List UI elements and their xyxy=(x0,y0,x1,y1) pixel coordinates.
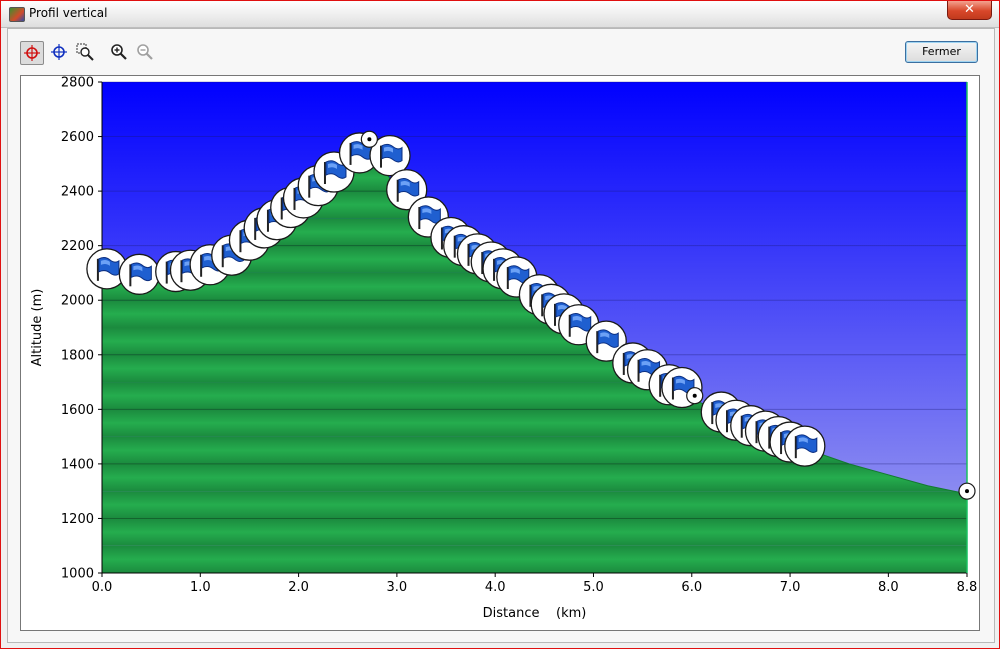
y-tick-label: 1000 xyxy=(61,567,94,582)
y-tick-label: 2600 xyxy=(61,130,94,145)
chart-panel: 1000 1200 1400 1600 1800 2000 2200 2400 2600 2800… xyxy=(20,75,980,631)
y-tick-label: 1800 xyxy=(61,348,94,363)
zoom-in-tool[interactable] xyxy=(108,41,130,63)
x-tick-label: 2.0 xyxy=(288,580,309,595)
y-tick-label: 2400 xyxy=(61,185,94,200)
y-tick-label: 1200 xyxy=(61,512,94,527)
terrain-band xyxy=(102,491,967,519)
window-title: Profil vertical xyxy=(29,6,108,20)
crosshair-blue-icon xyxy=(51,44,67,60)
x-tick-label: 8.0 xyxy=(878,580,899,595)
y-tick-label: 2800 xyxy=(61,76,94,91)
waypoint-flag-icon[interactable] xyxy=(118,253,161,295)
close-button[interactable]: Fermer xyxy=(905,41,978,63)
client-area: Fermer 1000 1200 1400 1600 1800 2000 2200 2400 2… xyxy=(7,28,995,643)
y-tick-label: 2200 xyxy=(61,239,94,254)
zoom-select-tool[interactable] xyxy=(74,41,96,63)
x-tick-label: 5.0 xyxy=(583,580,604,595)
waypoint-flag-icon[interactable] xyxy=(386,169,428,211)
x-tick-label: 0.0 xyxy=(92,580,113,595)
terrain-band xyxy=(102,518,967,546)
y-tick-label: 2000 xyxy=(61,294,94,309)
y-axis-label: Altitude (m) xyxy=(30,289,45,367)
profile-chart[interactable]: 1000 1200 1400 1600 1800 2000 2200 2400 2600 2800… xyxy=(21,76,979,630)
waypoint-flag-icon[interactable] xyxy=(369,135,411,177)
x-tick-label: 7.0 xyxy=(780,580,801,595)
terrain-band xyxy=(102,545,967,573)
waypoint-point-icon[interactable] xyxy=(360,130,378,148)
x-tick-label: 8.8 xyxy=(957,580,978,595)
terrain-band xyxy=(102,463,967,492)
title-bar[interactable]: Profil vertical ✕ xyxy=(1,1,999,28)
crosshair-red-tool[interactable] xyxy=(20,41,44,65)
window-close-button[interactable]: ✕ xyxy=(947,1,992,20)
x-tick-label: 4.0 xyxy=(485,580,506,595)
zoom-select-icon xyxy=(76,43,94,61)
app-icon xyxy=(9,7,25,22)
zoom-out-icon xyxy=(137,44,153,60)
y-tick-label: 1400 xyxy=(61,457,94,472)
waypoint-point-icon[interactable] xyxy=(958,482,976,500)
waypoint-flag-icon[interactable] xyxy=(784,425,826,467)
x-tick-label: 1.0 xyxy=(190,580,211,595)
crosshair-red-icon xyxy=(24,45,40,61)
x-tick-label: 6.0 xyxy=(681,580,702,595)
x-tick-label: 3.0 xyxy=(387,580,408,595)
waypoint-point-icon[interactable] xyxy=(686,387,704,405)
crosshair-blue-tool[interactable] xyxy=(48,41,70,63)
zoom-out-tool[interactable] xyxy=(134,41,156,63)
y-tick-label: 1600 xyxy=(61,403,94,418)
zoom-in-icon xyxy=(111,44,127,60)
x-axis-label: Distance (km) xyxy=(483,606,587,621)
